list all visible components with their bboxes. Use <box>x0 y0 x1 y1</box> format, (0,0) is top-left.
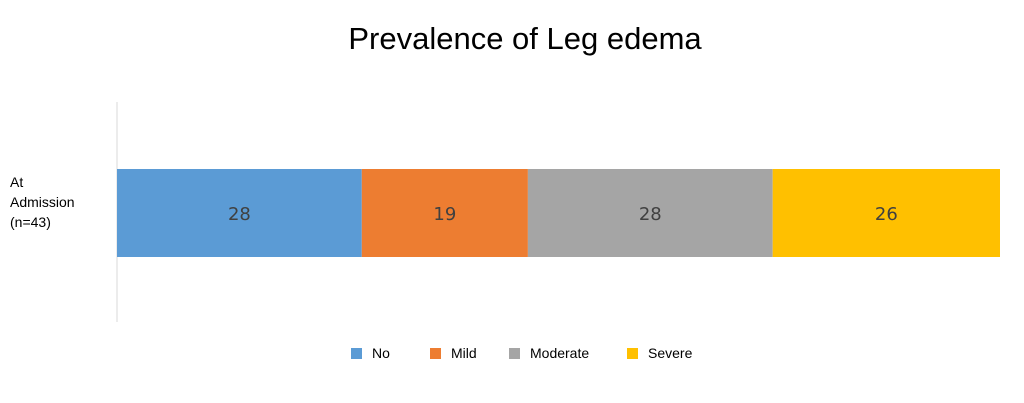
bar-segment-moderate <box>527 169 773 257</box>
data-label-mild: 19 <box>433 204 456 225</box>
legend-swatch-severe <box>627 348 638 359</box>
legend-label-severe: Severe <box>648 345 693 361</box>
bar-segment-severe <box>772 169 1000 257</box>
legend-label-mild: Mild <box>451 345 477 361</box>
bar-segments: 28 19 28 26 <box>117 169 1000 257</box>
data-label-no: 28 <box>228 204 251 225</box>
category-label-line-3: (n=43) <box>10 214 51 230</box>
legend: No Mild Moderate Severe <box>351 345 693 361</box>
legend-swatch-no <box>351 348 362 359</box>
chart-title: Prevalence of Leg edema <box>348 21 702 56</box>
data-label-severe: 26 <box>875 204 898 225</box>
legend-label-no: No <box>372 345 390 361</box>
category-label-line-1: At <box>10 174 23 190</box>
data-label-moderate: 28 <box>639 204 662 225</box>
bar-segment-no <box>117 169 362 257</box>
legend-label-moderate: Moderate <box>530 345 589 361</box>
category-label: At Admission (n=43) <box>10 174 78 230</box>
category-label-line-2: Admission <box>10 194 75 210</box>
legend-swatch-moderate <box>509 348 520 359</box>
legend-swatch-mild <box>430 348 441 359</box>
bar-segment-mild <box>361 169 528 257</box>
